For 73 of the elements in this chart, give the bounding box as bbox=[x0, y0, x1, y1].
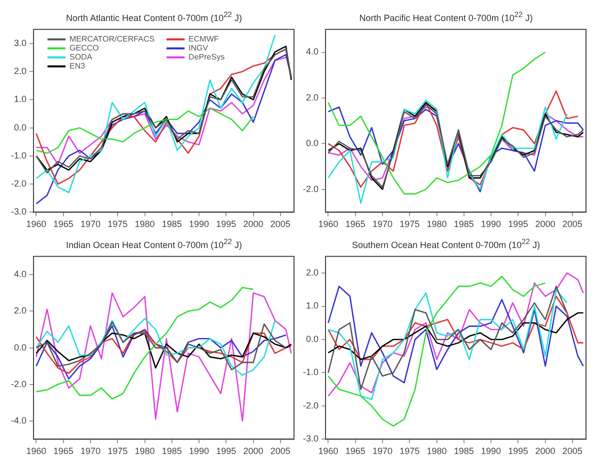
legend-label: ECMWF bbox=[188, 34, 219, 44]
y-tick-label: 0.0 bbox=[306, 334, 319, 344]
x-tick-label: 1970 bbox=[372, 446, 393, 456]
y-tick-label: -3.0 bbox=[10, 206, 27, 217]
x-tick-label: 2000 bbox=[535, 446, 556, 456]
x-tick-label: 1995 bbox=[508, 219, 528, 230]
y-tick-label: 0.0 bbox=[14, 342, 27, 352]
y-tick-label: 2.0 bbox=[14, 66, 27, 76]
x-tick-label: 1975 bbox=[400, 446, 420, 456]
x-tick-label: 2005 bbox=[270, 446, 290, 456]
x-tick-label: 1965 bbox=[53, 219, 74, 230]
y-tick-label: -2.0 bbox=[302, 184, 319, 194]
y-tick-label: 1.0 bbox=[14, 94, 27, 104]
x-tick-label: 1960 bbox=[26, 219, 46, 230]
y-tick-label: -1.0 bbox=[302, 367, 319, 378]
y-tick-label: 0.0 bbox=[306, 138, 319, 148]
y-tick-label: 2.0 bbox=[14, 306, 27, 316]
legend-label: EN3 bbox=[70, 62, 86, 71]
y-tick-label: 2.0 bbox=[306, 92, 319, 102]
x-tick-label: 1980 bbox=[426, 219, 447, 230]
x-tick-label: 1960 bbox=[318, 219, 338, 230]
y-tick-label: -1.0 bbox=[10, 150, 27, 160]
y-tick-label: -2.0 bbox=[302, 400, 319, 410]
legend-label: DePreSys bbox=[188, 52, 225, 62]
legend-label: GECCO bbox=[70, 44, 99, 53]
x-tick-label: 1990 bbox=[481, 446, 502, 456]
x-tick-label: 1985 bbox=[454, 446, 474, 456]
x-tick-label: 1965 bbox=[345, 446, 366, 456]
legend-label: MERCATOR/CERFACS bbox=[70, 34, 155, 44]
x-tick-label: 1960 bbox=[318, 446, 338, 456]
chart-title: Southern Ocean Heat Content 0-700m (10$^{22}$ J) bbox=[351, 236, 541, 250]
x-tick-label: 1975 bbox=[108, 446, 128, 456]
x-tick-label: 1970 bbox=[80, 446, 101, 456]
x-tick-label: 1995 bbox=[508, 446, 528, 456]
y-tick-label: 4.0 bbox=[14, 269, 27, 280]
chart-title: North Atlantic Heat Content 0-700m (10$^{22}$ J) bbox=[65, 9, 243, 23]
x-tick-label: 1980 bbox=[134, 219, 155, 230]
chart-title: North Pacific Heat Content 0-700m (10$^{22}$ J) bbox=[358, 9, 534, 23]
y-tick-label: -3.0 bbox=[302, 434, 319, 444]
chart-title: Indian Ocean Heat Content 0-700m (10$^{22}$ J) bbox=[65, 236, 243, 250]
x-tick-label: 1970 bbox=[372, 219, 393, 230]
legend-label: INGV bbox=[188, 44, 209, 53]
x-tick-label: 2000 bbox=[243, 446, 264, 456]
x-tick-label: 1990 bbox=[189, 446, 210, 456]
x-tick-label: 2005 bbox=[562, 446, 582, 456]
y-tick-label: -4.0 bbox=[10, 415, 27, 426]
x-tick-label: 1985 bbox=[162, 446, 182, 456]
x-tick-label: 2005 bbox=[270, 219, 290, 230]
x-tick-label: 1980 bbox=[426, 446, 447, 456]
x-tick-label: 2000 bbox=[243, 219, 264, 230]
x-tick-label: 1965 bbox=[53, 446, 74, 456]
y-tick-label: 3.0 bbox=[14, 38, 27, 48]
x-tick-label: 1990 bbox=[481, 219, 502, 230]
legend-label: SODA bbox=[70, 52, 93, 62]
y-tick-label: -2.0 bbox=[10, 178, 27, 189]
x-tick-label: 1970 bbox=[80, 219, 101, 230]
x-tick-label: 1985 bbox=[454, 219, 474, 230]
x-tick-label: 1995 bbox=[216, 446, 236, 456]
x-tick-label: 1985 bbox=[162, 219, 182, 230]
y-tick-label: 4.0 bbox=[306, 46, 319, 57]
y-tick-label: 2.0 bbox=[306, 268, 319, 278]
y-tick-label: -2.0 bbox=[10, 378, 27, 389]
y-tick-label: 0.0 bbox=[14, 122, 27, 132]
x-tick-label: 1975 bbox=[400, 219, 420, 230]
x-tick-label: 2000 bbox=[535, 219, 556, 230]
x-tick-label: 1960 bbox=[26, 446, 46, 456]
x-tick-label: 1980 bbox=[134, 446, 155, 456]
x-tick-label: 1965 bbox=[345, 219, 366, 230]
x-tick-label: 1995 bbox=[216, 219, 236, 230]
x-tick-label: 2005 bbox=[562, 219, 582, 230]
x-tick-label: 1990 bbox=[189, 219, 210, 230]
y-tick-label: 1.0 bbox=[306, 300, 319, 311]
x-tick-label: 1975 bbox=[108, 219, 128, 230]
